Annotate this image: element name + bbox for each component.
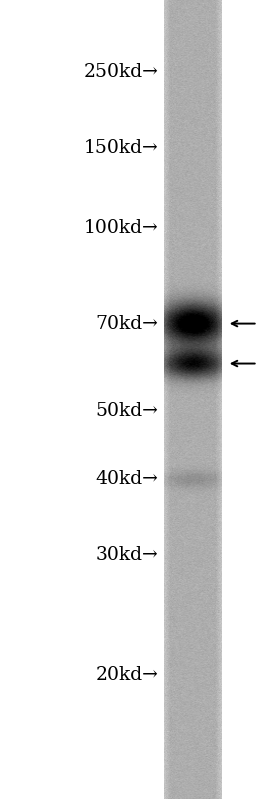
Text: 250kd→: 250kd→ [83,63,158,81]
Text: 70kd→: 70kd→ [95,315,158,332]
Text: 100kd→: 100kd→ [83,219,158,237]
Text: 30kd→: 30kd→ [95,547,158,564]
Text: 150kd→: 150kd→ [83,139,158,157]
Text: 40kd→: 40kd→ [95,471,158,488]
Text: 50kd→: 50kd→ [95,403,158,420]
Text: 20kd→: 20kd→ [95,666,158,684]
